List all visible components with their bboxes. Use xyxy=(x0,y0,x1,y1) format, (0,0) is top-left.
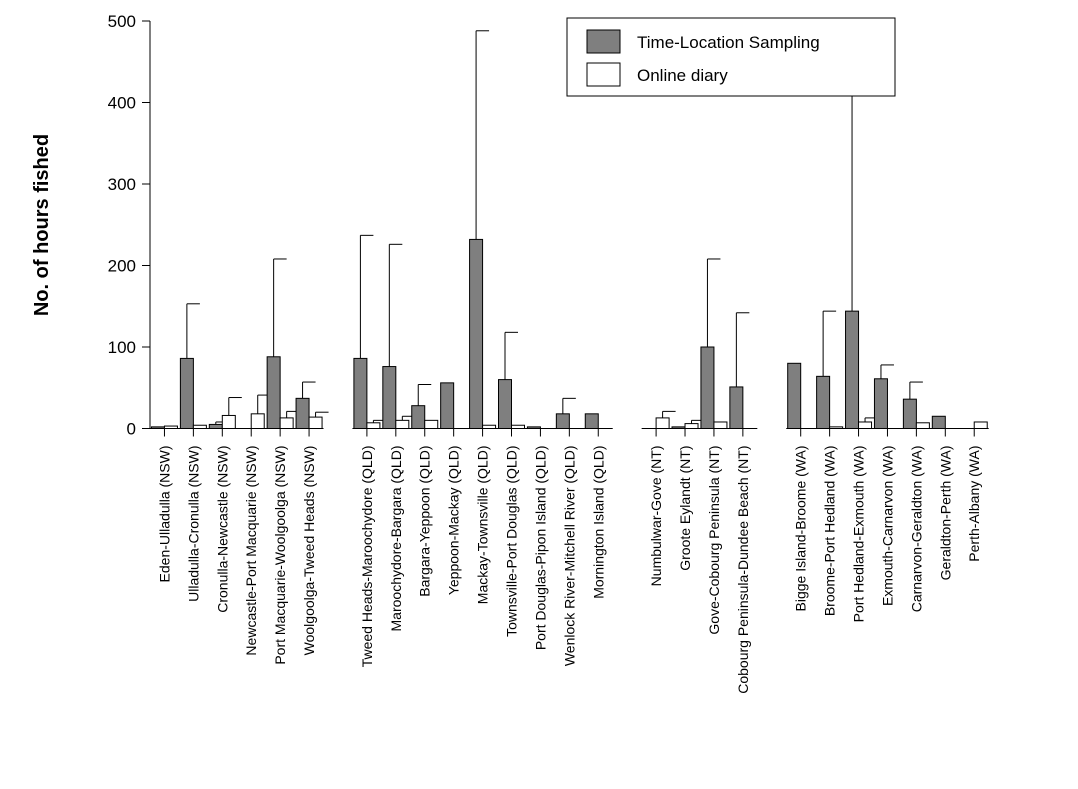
x-category-label: Numbulwar-Gove (NT) xyxy=(648,446,664,587)
x-category-label: Broome-Port Hedland (WA) xyxy=(822,446,838,617)
bar-time-location-sampling xyxy=(179,357,194,429)
legend-box xyxy=(566,17,896,97)
x-category-label: Perth-Albany (WA) xyxy=(966,446,982,562)
bar-time-location-sampling xyxy=(208,423,223,429)
legend-swatch-online-diary xyxy=(586,62,621,87)
x-category-label: Cobourg Peninsula-Dundee Beach (NT) xyxy=(735,446,751,694)
bar-time-location-sampling xyxy=(266,356,281,429)
bar-online-diary xyxy=(366,422,381,430)
bar-time-location-sampling xyxy=(902,398,917,430)
x-category-label: Mackay-Townsville (QLD) xyxy=(475,445,491,604)
x-category-label: Newcastle-Port Macquarie (NSW) xyxy=(243,446,259,656)
x-category-label: Carnarvon-Geraldton (WA) xyxy=(908,446,924,613)
legend-label-time-location-sampling: Time-Location Sampling xyxy=(637,33,820,52)
bar-time-location-sampling xyxy=(411,405,426,429)
y-tick-label: 400 xyxy=(108,94,136,113)
bar-time-location-sampling xyxy=(671,426,686,429)
category-labels: Eden-Ulladulla (NSW) Ulladulla-Cronulla (… xyxy=(156,428,982,694)
legend: Time-Location Sampling Online diary xyxy=(566,17,896,97)
legend-label-online-diary: Online diary xyxy=(637,66,728,85)
x-category-label: Eden-Ulladulla (NSW) xyxy=(156,446,172,583)
y-tick-label: 300 xyxy=(108,175,136,194)
y-tick-label: 100 xyxy=(108,338,136,357)
bar-time-location-sampling xyxy=(584,413,599,429)
bar-time-location-sampling xyxy=(382,366,397,429)
x-category-label: Wenlock River-Mitchell River (QLD) xyxy=(561,446,577,667)
bar-online-diary xyxy=(221,414,236,429)
bar-online-diary xyxy=(973,421,988,430)
x-category-label: Exmouth-Carnarvon (WA) xyxy=(879,445,895,606)
x-category-label: Port Hedland-Exmouth (WA) xyxy=(851,446,867,623)
bar-online-diary xyxy=(192,424,207,429)
y-tick-label: 200 xyxy=(108,257,136,276)
bar-time-location-sampling xyxy=(873,378,888,430)
x-category-label: Port Douglas-Pipon Island (QLD) xyxy=(532,446,548,651)
bar-online-diary xyxy=(858,421,873,430)
bar-time-location-sampling xyxy=(469,238,484,429)
bar-online-diary xyxy=(424,419,439,430)
bars-layer xyxy=(150,30,989,430)
x-category-label: Port Macquarie-Woolgoolga (NSW) xyxy=(272,446,288,665)
bar-online-diary xyxy=(308,416,323,429)
x-category-label: Groote Eylandt (NT) xyxy=(677,446,693,571)
bar-time-location-sampling xyxy=(150,426,165,429)
x-category-label: Ulladulla-Cronulla (NSW) xyxy=(185,446,201,602)
x-category-label: Bargara-Yeppoon (QLD) xyxy=(417,446,433,597)
bar-time-location-sampling xyxy=(700,346,715,429)
bar-time-location-sampling xyxy=(555,413,570,429)
bar-online-diary xyxy=(511,424,525,429)
bar-time-location-sampling xyxy=(931,415,946,429)
x-category-label: Geraldton-Perth (WA) xyxy=(937,446,953,581)
x-category-label: Maroochydore-Bargara (QLD) xyxy=(388,446,404,632)
x-category-label: Townsville-Port Douglas (QLD) xyxy=(504,446,520,637)
legend-swatch-time-location-sampling xyxy=(586,29,621,54)
x-category-label: Mornington Island (QLD) xyxy=(590,446,606,599)
bar-online-diary xyxy=(684,423,699,429)
bar-online-diary xyxy=(482,424,497,429)
x-category-label: Woolgoolga-Tweed Heads (NSW) xyxy=(301,446,317,656)
bar-time-location-sampling xyxy=(816,375,831,429)
bar-online-diary xyxy=(250,413,265,429)
bar-online-diary xyxy=(655,417,670,429)
bar-online-diary xyxy=(395,419,410,430)
bar-time-location-sampling xyxy=(498,379,512,430)
x-category-label: Yeppoon-Mackay (QLD) xyxy=(446,446,462,596)
y-tick-label: 0 xyxy=(127,420,136,439)
x-category-label: Bigge Island-Broome (WA) xyxy=(793,446,809,612)
bar-time-location-sampling xyxy=(295,397,310,430)
bar-time-location-sampling xyxy=(353,357,368,429)
bar-time-location-sampling xyxy=(440,382,455,429)
y-axis-title: No. of hours fished xyxy=(31,134,53,316)
bar-time-location-sampling xyxy=(526,426,541,429)
x-category-label: Cronulla-Newcastle (NSW) xyxy=(214,446,230,613)
x-category-label: Gove-Cobourg Peninsula (NT) xyxy=(706,446,722,635)
y-axis: 0 100 200 300 400 500 xyxy=(108,12,151,439)
bar-time-location-sampling xyxy=(729,386,744,429)
bar-time-location-sampling xyxy=(787,362,802,429)
bar-online-diary xyxy=(829,426,844,429)
bar-online-diary xyxy=(713,421,728,430)
bar-online-diary xyxy=(163,425,178,429)
y-tick-label: 500 xyxy=(108,12,136,31)
bar-time-location-sampling xyxy=(845,310,860,430)
bar-online-diary xyxy=(915,422,930,430)
bar-online-diary xyxy=(279,417,294,429)
x-category-label: Tweed Heads-Maroochydore (QLD) xyxy=(359,446,375,668)
